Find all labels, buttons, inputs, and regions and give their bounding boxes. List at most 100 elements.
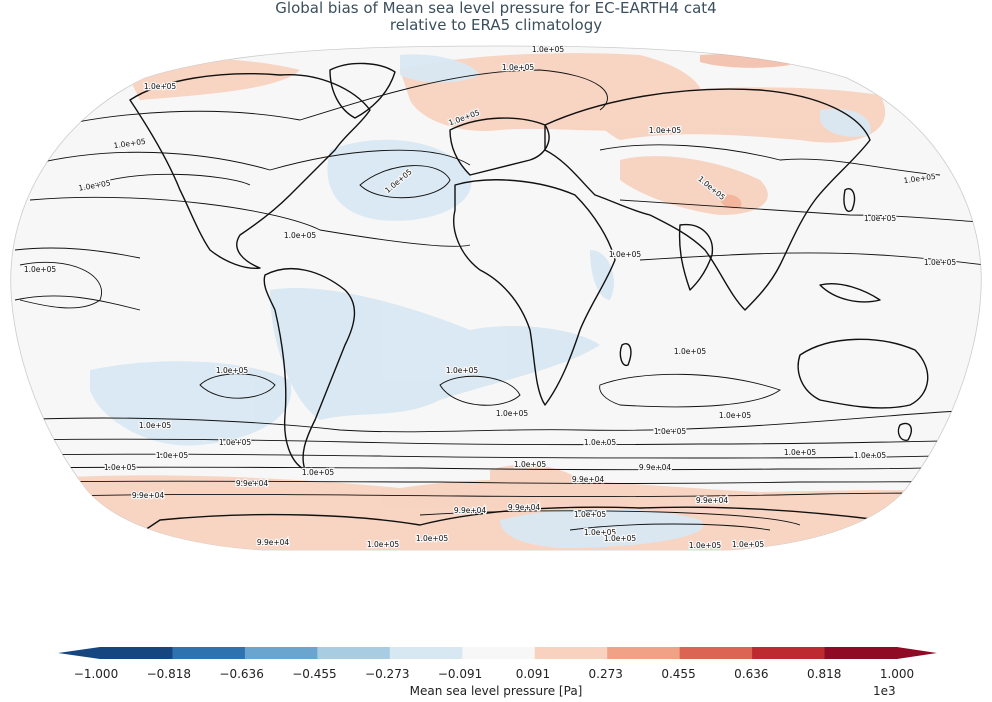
contour-label: 1.0e+05	[113, 137, 147, 150]
colorbar-segment	[534, 647, 608, 659]
contour-label: 1.0e+05	[446, 366, 479, 375]
contour-label: 1.0e+05	[502, 63, 535, 72]
colorbar-tick-label: 0.091	[515, 667, 551, 681]
colorbar-tick-label: −0.273	[365, 667, 410, 681]
colorbar-tick-label: −1.000	[73, 667, 119, 681]
contour-label-halo: 1.0e+05	[302, 468, 335, 477]
colorbar-segment	[462, 647, 536, 659]
colorbar-segment	[389, 647, 463, 659]
positive-bias-regions	[10, 53, 982, 550]
contour-label: 1.0e+05	[719, 411, 752, 420]
contour-label-halo: 1.0e+05	[156, 451, 189, 460]
contour-label: 1.0e+05	[649, 126, 682, 135]
contour-label-halo: 1.0e+05	[584, 438, 617, 447]
contour-label-halo: 9.9e+04	[132, 491, 165, 500]
contour-label-halo: 1.0e+05	[104, 463, 137, 472]
contour-label: 1.0e+05	[24, 265, 57, 274]
contour-label: 1.0e+05	[732, 540, 765, 549]
colorbar-segment	[607, 647, 681, 659]
contour-label: 1.0e+05	[584, 528, 617, 537]
contour-label: 1.0e+05	[156, 451, 189, 460]
colorbar-segment	[317, 647, 391, 659]
colorbar-tick-label: −0.818	[146, 667, 192, 681]
contour-label-halo: 1.0e+05	[216, 366, 249, 375]
colorbar-segment	[244, 647, 318, 659]
contour-label-halo: 1.0e+05	[284, 231, 317, 240]
colorbar-multiplier: 1e3	[873, 684, 896, 698]
contour-label: 1.0e+05	[216, 366, 249, 375]
contour-label: 1.0e+05	[584, 438, 617, 447]
contour-label: 1.0e+05	[903, 172, 937, 185]
colorbar-extend-high	[897, 647, 937, 659]
colorbar-tick-label: −0.091	[437, 667, 483, 681]
contour-label-halo: 1.0e+05	[689, 541, 722, 550]
contour-label-halo: 1.0e+05	[674, 347, 707, 356]
contour-label: 1.0e+05	[104, 463, 137, 472]
contour-label: 1.0e+05	[654, 427, 687, 436]
contour-label: 1.0e+05	[609, 250, 642, 259]
strong-positive-bias	[700, 54, 790, 209]
contour-label-halo: 9.9e+04	[454, 506, 487, 515]
contour-label: 1.0e+05	[784, 448, 817, 457]
negative-bias-regions	[90, 54, 871, 548]
contour-label-halo: 9.9e+04	[257, 538, 290, 547]
contour-label-halo: 9.9e+04	[236, 479, 269, 488]
contour-label-halo: 9.9e+04	[508, 503, 541, 512]
contour-label-halo: 1.0e+05	[584, 528, 617, 537]
colorbar-tick-label: 0.273	[588, 667, 623, 681]
contour-label-halo: 1.0e+05	[732, 540, 765, 549]
contour-label: 1.0e+05	[689, 541, 722, 550]
contour-label-halo: 1.0e+05	[719, 411, 752, 420]
contour-label-halo: 1.0e+05	[854, 451, 887, 460]
contour-label-halo: 1.0e+05	[609, 250, 642, 259]
contour-label-halo: 1.0e+05	[139, 421, 172, 430]
coastlines	[99, 62, 929, 550]
contour-label: 9.9e+04	[132, 491, 165, 500]
colorbar-segment	[679, 647, 753, 659]
contour-label-halo: 1.0e+05	[416, 534, 449, 543]
contour-label: 1.0e+05	[284, 231, 317, 240]
colorbar-tick-label: 0.636	[734, 667, 769, 681]
contour-label-halo: 1.0e+05	[367, 540, 400, 549]
contour-label-halo: 9.9e+04	[696, 496, 729, 505]
contour-label: 1.0e+05	[864, 214, 897, 223]
colorbar-segment	[172, 647, 246, 659]
colorbar-tick-label: −0.636	[219, 667, 264, 681]
contour-label-halo: 1.0e+05	[924, 258, 957, 267]
contour-label: 9.9e+04	[572, 475, 605, 484]
contour-label-halo: 1.0e+05	[604, 534, 637, 543]
contour-label-halo: 1.0e+05	[496, 409, 529, 418]
pressure-contours	[14, 69, 982, 531]
contour-label-halo: 1.0e+05	[24, 265, 57, 274]
contour-label-halo: 1.0e+05	[654, 427, 687, 436]
contour-label: 9.9e+04	[639, 463, 672, 472]
contour-label-halo: 1.0e+05	[784, 448, 817, 457]
contour-label: 9.9e+04	[454, 506, 487, 515]
contour-label-halo: 1.0e+05	[514, 460, 547, 469]
colorbar-segment	[824, 647, 898, 659]
colorbar-segment	[752, 647, 826, 659]
contour-label-halo: 1.0e+05	[446, 366, 479, 375]
contour-label-layer: 1.0e+05 1.0e+05 1.0e+05 1.0e+05 1.0e+05 1.0e+…	[23, 44, 958, 552]
contour-label: 1.0e+05	[574, 510, 607, 519]
contour-label: 1.0e+05	[139, 421, 172, 430]
contour-label-halo: 1.0e+05	[864, 214, 897, 223]
contour-label-halo: 1.0e+05	[649, 126, 682, 135]
colorbar-segment	[100, 647, 173, 659]
contour-label: 1.0e+05	[924, 258, 957, 267]
contour-label: 1.0e+05	[302, 468, 335, 477]
colorbar-tick-label: 0.455	[661, 667, 696, 681]
contour-label: 9.9e+04	[257, 538, 290, 547]
contour-label-halo: 1.0e+05	[219, 438, 252, 447]
contour-label: 9.9e+04	[696, 496, 729, 505]
colorbar-extend-low	[58, 647, 100, 659]
contour-label: 1.0e+05	[144, 82, 177, 91]
contour-label: 1.0e+05	[532, 45, 565, 54]
contour-label: 1.0e+05	[854, 451, 887, 460]
contour-label: 1.0e+05	[674, 347, 707, 356]
contour-label: 1.0e+05	[219, 438, 252, 447]
contour-label-halo: 1.0e+05	[574, 510, 607, 519]
colorbar-tick-label: −0.455	[292, 667, 337, 681]
